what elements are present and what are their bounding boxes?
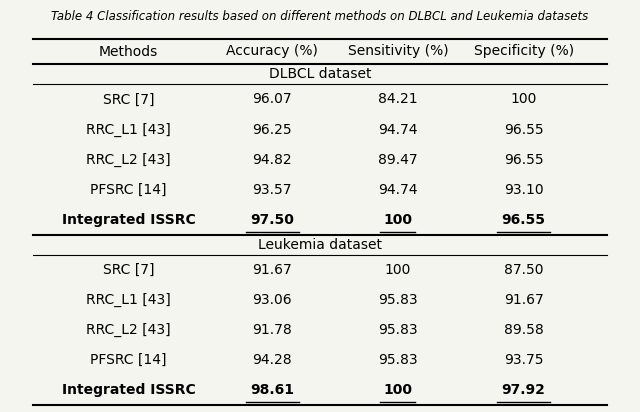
Text: 95.83: 95.83 <box>378 293 418 307</box>
Text: 91.67: 91.67 <box>252 263 292 276</box>
Text: SRC [7]: SRC [7] <box>102 263 154 276</box>
Text: 87.50: 87.50 <box>504 263 543 276</box>
Text: 89.47: 89.47 <box>378 153 418 166</box>
Text: 84.21: 84.21 <box>378 93 418 106</box>
Text: Leukemia dataset: Leukemia dataset <box>258 238 382 252</box>
Text: SRC [7]: SRC [7] <box>102 93 154 106</box>
Text: 100: 100 <box>385 263 411 276</box>
Text: PFSRC [14]: PFSRC [14] <box>90 353 166 367</box>
Text: 93.10: 93.10 <box>504 183 543 197</box>
Text: 93.06: 93.06 <box>252 293 292 307</box>
Text: 100: 100 <box>383 213 412 227</box>
Text: 98.61: 98.61 <box>250 383 294 397</box>
Text: 96.55: 96.55 <box>504 153 543 166</box>
Text: 96.07: 96.07 <box>252 93 292 106</box>
Text: RRC_L2 [43]: RRC_L2 [43] <box>86 152 171 167</box>
Text: RRC_L1 [43]: RRC_L1 [43] <box>86 122 171 137</box>
Text: 95.83: 95.83 <box>378 323 418 337</box>
Text: 96.55: 96.55 <box>502 213 545 227</box>
Text: 94.74: 94.74 <box>378 123 417 136</box>
Text: 91.67: 91.67 <box>504 293 543 307</box>
Text: Specificity (%): Specificity (%) <box>474 44 573 59</box>
Text: 95.83: 95.83 <box>378 353 418 367</box>
Text: 94.74: 94.74 <box>378 183 417 197</box>
Text: 100: 100 <box>510 93 537 106</box>
Text: DLBCL dataset: DLBCL dataset <box>269 67 371 81</box>
Text: 93.75: 93.75 <box>504 353 543 367</box>
Text: Table 4 Classification results based on different methods on DLBCL and Leukemia : Table 4 Classification results based on … <box>51 10 589 23</box>
Text: RRC_L1 [43]: RRC_L1 [43] <box>86 293 171 307</box>
Text: 91.78: 91.78 <box>252 323 292 337</box>
Text: 100: 100 <box>383 383 412 397</box>
Text: 94.82: 94.82 <box>252 153 292 166</box>
Text: 89.58: 89.58 <box>504 323 543 337</box>
Text: Methods: Methods <box>99 44 158 59</box>
Text: Integrated ISSRC: Integrated ISSRC <box>61 213 195 227</box>
Text: Accuracy (%): Accuracy (%) <box>226 44 318 59</box>
Text: 94.28: 94.28 <box>252 353 292 367</box>
Text: 93.57: 93.57 <box>252 183 292 197</box>
Text: 97.92: 97.92 <box>502 383 545 397</box>
Text: 96.25: 96.25 <box>252 123 292 136</box>
Text: Sensitivity (%): Sensitivity (%) <box>348 44 448 59</box>
Text: 97.50: 97.50 <box>250 213 294 227</box>
Text: Integrated ISSRC: Integrated ISSRC <box>61 383 195 397</box>
Text: RRC_L2 [43]: RRC_L2 [43] <box>86 323 171 337</box>
Text: PFSRC [14]: PFSRC [14] <box>90 183 166 197</box>
Text: 96.55: 96.55 <box>504 123 543 136</box>
